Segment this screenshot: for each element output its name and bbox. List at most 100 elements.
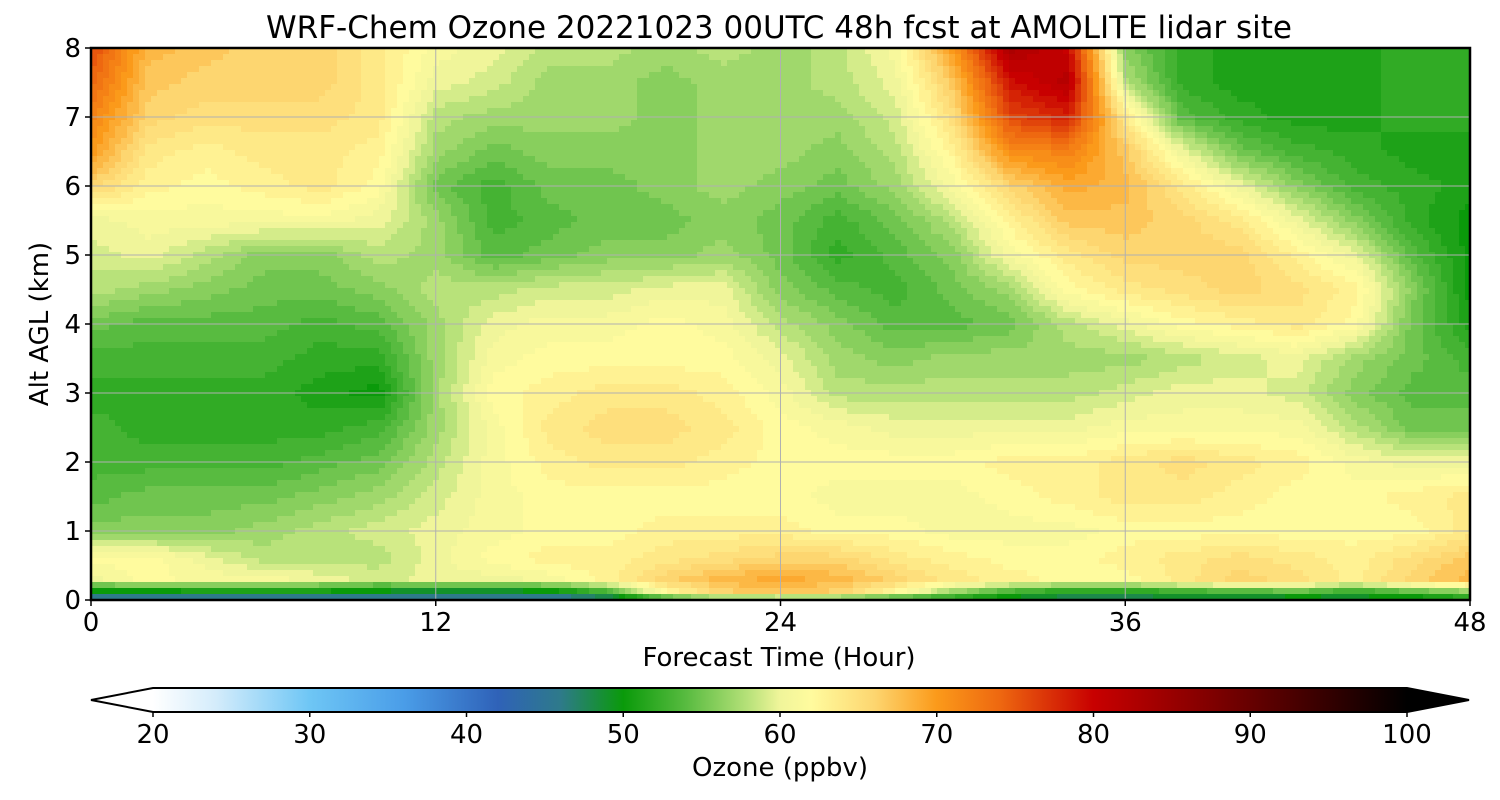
ozone-cell bbox=[907, 132, 914, 139]
ozone-cell bbox=[949, 168, 956, 175]
ozone-cell bbox=[1213, 102, 1220, 109]
ozone-cell bbox=[1087, 156, 1094, 163]
ozone-cell bbox=[259, 156, 266, 163]
ozone-cell bbox=[475, 96, 482, 103]
ozone-cell bbox=[655, 150, 662, 157]
ozone-cell bbox=[181, 48, 188, 55]
ozone-cell bbox=[271, 150, 278, 157]
ozone-cell bbox=[181, 84, 188, 91]
ozone-cell bbox=[979, 108, 986, 115]
ozone-cell bbox=[1171, 162, 1178, 169]
ozone-cell bbox=[1357, 96, 1364, 103]
ozone-cell bbox=[127, 120, 134, 127]
ozone-cell bbox=[1291, 102, 1298, 109]
ozone-cell bbox=[955, 126, 962, 133]
ozone-cell bbox=[1027, 72, 1034, 79]
ozone-cell bbox=[1339, 132, 1346, 139]
ozone-cell bbox=[439, 72, 446, 79]
ozone-cell bbox=[319, 174, 326, 181]
ozone-cell bbox=[1039, 102, 1046, 109]
ozone-cell bbox=[1087, 126, 1094, 133]
ozone-cell bbox=[1117, 150, 1124, 157]
ozone-cell bbox=[157, 168, 164, 175]
ozone-cell bbox=[1243, 162, 1250, 169]
ozone-cell bbox=[535, 48, 542, 55]
ozone-cell bbox=[163, 84, 170, 91]
ozone-cell bbox=[865, 102, 872, 109]
ozone-cell bbox=[985, 174, 992, 181]
ozone-cell bbox=[427, 144, 434, 151]
ozone-cell bbox=[493, 126, 500, 133]
ozone-cell bbox=[691, 150, 698, 157]
ozone-cell bbox=[817, 84, 824, 91]
ozone-cell bbox=[1327, 66, 1334, 73]
ozone-cell bbox=[901, 120, 908, 127]
ozone-cell bbox=[457, 162, 464, 169]
ozone-cell bbox=[253, 156, 260, 163]
ozone-cell bbox=[1069, 132, 1076, 139]
ozone-cell bbox=[343, 60, 350, 67]
ozone-cell bbox=[685, 168, 692, 175]
ozone-cell bbox=[1255, 84, 1262, 91]
ozone-cell bbox=[1015, 150, 1022, 157]
ozone-cell bbox=[1447, 48, 1454, 55]
ozone-cell bbox=[1309, 66, 1316, 73]
ozone-cell bbox=[1273, 60, 1280, 67]
ozone-cell bbox=[1003, 90, 1010, 97]
ozone-cell bbox=[817, 162, 824, 169]
ozone-cell bbox=[157, 48, 164, 55]
ozone-cell bbox=[889, 108, 896, 115]
ozone-cell bbox=[871, 66, 878, 73]
ozone-cell bbox=[577, 132, 584, 139]
ozone-cell bbox=[835, 78, 842, 85]
ozone-cell bbox=[553, 108, 560, 115]
ozone-cell bbox=[637, 174, 644, 181]
ozone-cell bbox=[409, 120, 416, 127]
ozone-cell bbox=[415, 162, 422, 169]
ozone-cell bbox=[331, 78, 338, 85]
ozone-cell bbox=[853, 72, 860, 79]
ozone-cell bbox=[745, 132, 752, 139]
ozone-cell bbox=[373, 84, 380, 91]
ozone-cell bbox=[871, 60, 878, 67]
ozone-cell bbox=[565, 84, 572, 91]
ozone-cell bbox=[193, 96, 200, 103]
ozone-cell bbox=[625, 54, 632, 61]
ozone-cell bbox=[1039, 90, 1046, 97]
ozone-cell bbox=[487, 78, 494, 85]
ozone-cell bbox=[1231, 78, 1238, 85]
ozone-cell bbox=[553, 132, 560, 139]
ozone-cell bbox=[1363, 120, 1370, 127]
ozone-cell bbox=[961, 144, 968, 151]
ozone-cell bbox=[943, 150, 950, 157]
ozone-cell bbox=[547, 90, 554, 97]
ozone-cell bbox=[1429, 150, 1436, 157]
ozone-cell bbox=[199, 102, 206, 109]
ozone-cell bbox=[1249, 126, 1256, 133]
ozone-cell bbox=[601, 156, 608, 163]
ozone-cell bbox=[301, 168, 308, 175]
ozone-cell bbox=[805, 174, 812, 181]
ozone-cell bbox=[175, 168, 182, 175]
ozone-cell bbox=[913, 144, 920, 151]
ozone-cell bbox=[1303, 84, 1310, 91]
ozone-cell bbox=[373, 66, 380, 73]
ozone-cell bbox=[781, 144, 788, 151]
ozone-cell bbox=[511, 174, 518, 181]
ozone-cell bbox=[289, 168, 296, 175]
ozone-cell bbox=[901, 72, 908, 79]
ozone-cell bbox=[733, 84, 740, 91]
ozone-cell bbox=[577, 126, 584, 133]
ozone-cell bbox=[1045, 96, 1052, 103]
ozone-cell bbox=[409, 168, 416, 175]
ozone-cell bbox=[1159, 78, 1166, 85]
ozone-cell bbox=[1015, 132, 1022, 139]
ozone-cell bbox=[775, 48, 782, 55]
ozone-cell bbox=[523, 54, 530, 61]
ozone-cell bbox=[535, 84, 542, 91]
ozone-cell bbox=[1171, 78, 1178, 85]
ozone-cell bbox=[97, 60, 104, 67]
ozone-cell bbox=[1441, 168, 1448, 175]
ozone-cell bbox=[499, 102, 506, 109]
ozone-cell bbox=[775, 174, 782, 181]
